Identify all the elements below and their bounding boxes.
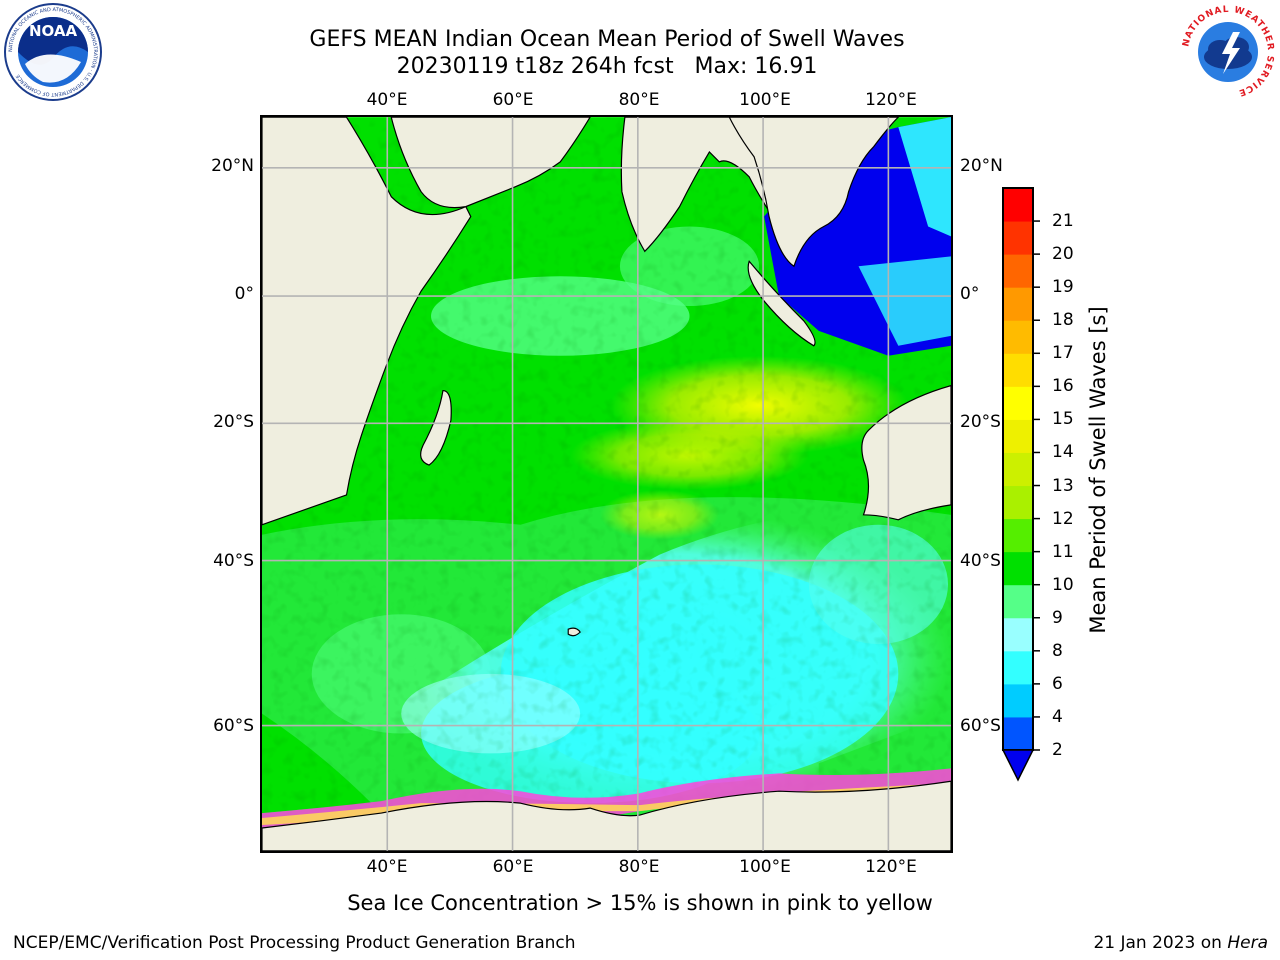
land-india xyxy=(620,117,780,253)
colorbar-segment xyxy=(1003,551,1033,586)
x-tick-bottom: 80°E xyxy=(618,857,660,877)
y-tick-left: 20°N xyxy=(211,156,254,176)
footer-date: 21 Jan 2023 on Hera xyxy=(1093,933,1268,953)
land-madagascar xyxy=(420,389,452,466)
colorbar-tick-label: 18 xyxy=(1052,310,1074,331)
colorbar-segment xyxy=(1003,452,1033,487)
x-tick-top: 60°E xyxy=(492,90,534,110)
x-tick-bottom: 40°E xyxy=(366,857,408,877)
land-se-asia xyxy=(728,117,900,268)
x-tick-bottom: 60°E xyxy=(492,857,534,877)
y-tick-left: 40°S xyxy=(213,551,254,571)
colorbar-tick-label: 13 xyxy=(1052,475,1074,496)
colorbar-tick-label: 21 xyxy=(1052,211,1074,232)
y-tick-right: 20°S xyxy=(960,412,1001,432)
y-tick-right: 40°S xyxy=(960,551,1001,571)
colorbar-segment xyxy=(1003,716,1033,751)
map-canvas xyxy=(262,117,951,851)
colorbar-segment xyxy=(1003,485,1033,520)
noaa-logo: NATIONAL OCEANIC AND ATMOSPHERIC ADMINIS… xyxy=(4,3,102,101)
chart-title: GEFS MEAN Indian Ocean Mean Period of Sw… xyxy=(309,27,905,52)
x-tick-bottom: 100°E xyxy=(739,857,791,877)
colorbar-tick-label: 2 xyxy=(1052,740,1063,760)
colorbar-tick-label: 10 xyxy=(1052,574,1074,595)
grid-lines xyxy=(262,117,951,851)
colorbar-tick-label: 19 xyxy=(1052,277,1074,298)
colorbar-label: Mean Period of Swell Waves [s] xyxy=(1086,306,1110,634)
colorbar-tick-label: 16 xyxy=(1052,376,1074,397)
colorbar xyxy=(1001,187,1040,782)
x-tick-top: 100°E xyxy=(739,90,791,110)
sea-ice-band xyxy=(262,768,951,831)
noaa-logo-text: NOAA xyxy=(29,22,78,40)
colorbar-segment xyxy=(1003,287,1033,321)
land-australia xyxy=(861,384,951,521)
colorbar-tick-label: 9 xyxy=(1052,607,1063,628)
colorbar-tick-label: 14 xyxy=(1052,442,1074,463)
y-tick-left: 0° xyxy=(234,284,254,304)
colorbar-tick-label: 12 xyxy=(1052,508,1074,529)
colorbar-tick-label: 8 xyxy=(1052,640,1063,661)
colorbar-segment xyxy=(1003,617,1033,652)
colorbar-tick-label: 20 xyxy=(1052,244,1074,265)
colorbar-tick-label: 17 xyxy=(1052,343,1074,364)
colorbar-tick-label: 4 xyxy=(1052,706,1063,727)
y-tick-right: 20°N xyxy=(960,156,1003,176)
colorbar-segment xyxy=(1003,518,1033,553)
x-tick-top: 80°E xyxy=(618,90,660,110)
colorbar-segment xyxy=(1003,353,1033,387)
x-tick-bottom: 120°E xyxy=(865,857,917,877)
colorbar-segment xyxy=(1003,650,1033,685)
colorbar-segment xyxy=(1003,386,1033,420)
land-antarctica xyxy=(262,780,951,851)
colorbar-tick-label: 15 xyxy=(1052,409,1074,430)
colorbar-segment xyxy=(1003,683,1033,718)
colorbar-tick-label: 6 xyxy=(1052,673,1063,694)
footer-date-text: 21 Jan 2023 on xyxy=(1093,933,1222,953)
sea-ice-caption: Sea Ice Concentration > 15% is shown in … xyxy=(347,891,933,915)
nws-logo: NATIONAL WEATHER SERVICE xyxy=(1180,4,1276,100)
footer-machine: Hera xyxy=(1227,933,1268,953)
footer-credit: NCEP/EMC/Verification Post Processing Pr… xyxy=(13,933,576,953)
x-tick-top: 40°E xyxy=(366,90,408,110)
colorbar-segment xyxy=(1003,320,1033,354)
y-tick-left: 20°S xyxy=(213,412,254,432)
colorbar-extend-arrow xyxy=(1001,749,1035,782)
map-frame xyxy=(260,115,953,853)
colorbar-segment xyxy=(1003,221,1033,255)
colorbar-segment xyxy=(1003,188,1033,222)
chart-subtitle: 20230119 t18z 264h fcst Max: 16.91 xyxy=(396,54,818,79)
y-tick-right: 0° xyxy=(960,284,980,304)
colorbar-tick-label: 11 xyxy=(1052,541,1074,562)
colorbar-segment xyxy=(1003,419,1033,453)
colorbar-segment xyxy=(1003,584,1033,619)
land-sumatra xyxy=(747,260,816,347)
y-tick-right: 60°S xyxy=(960,716,1001,736)
colorbar-segment xyxy=(1003,254,1033,288)
y-tick-left: 60°S xyxy=(213,716,254,736)
x-tick-top: 120°E xyxy=(865,90,917,110)
land-arabia xyxy=(390,117,591,209)
